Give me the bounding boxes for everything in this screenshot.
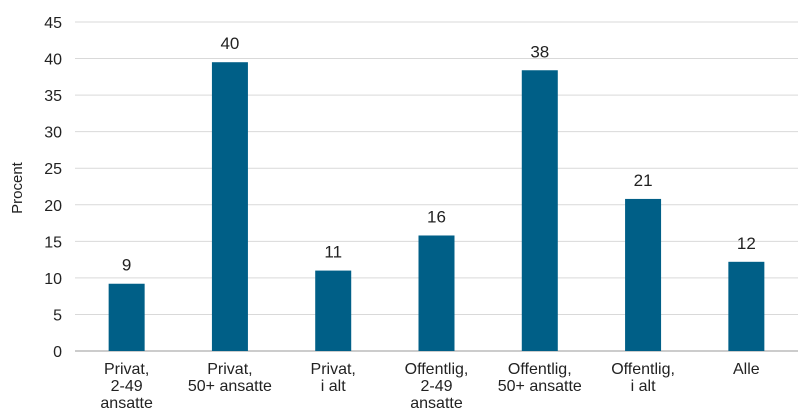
y-tick-label: 30 [44,125,62,142]
data-labels: 9 40 11 16 38 21 12 [122,34,756,275]
x-category-label: Privat, 50+ ansatte [188,361,272,395]
y-axis-title: Procent [9,161,26,214]
bar [625,198,662,351]
y-tick-label: 10 [44,271,62,288]
x-category-label: Offentlig, 50+ ansatte [498,361,582,395]
data-label: 9 [122,256,131,275]
x-category-label: Offentlig, i alt [611,361,675,395]
x-category-label: Alle [733,361,760,378]
data-label: 21 [634,171,653,190]
bar [211,62,248,351]
y-tick-label: 15 [44,234,62,251]
gridlines [75,21,798,352]
bar [418,235,455,351]
bars [108,62,765,352]
y-tick-label: 45 [44,15,62,32]
x-category-label: Offentlig, 2-49 ansatte [405,361,469,412]
data-label: 11 [324,243,342,262]
data-label: 40 [220,34,239,53]
x-category-label: Privat, i alt [311,361,356,395]
bar [521,70,558,352]
x-axis-categories: Privat, 2-49 ansatte Privat, 50+ ansatte Priv… [100,361,759,412]
y-axis-ticks: 0 5 10 15 20 25 30 35 40 45 [44,15,62,361]
bar [315,270,352,351]
y-tick-label: 40 [44,52,62,69]
x-category-label: Privat, 2-49 ansatte [100,361,153,412]
bar [728,261,765,351]
y-tick-label: 0 [53,344,62,361]
y-tick-label: 35 [44,88,62,105]
data-label: 38 [530,42,549,61]
data-label: 16 [427,207,446,226]
bar [108,283,145,351]
y-tick-label: 25 [44,161,62,178]
data-label: 12 [737,234,756,253]
y-tick-label: 5 [53,307,62,324]
y-tick-label: 20 [44,198,62,215]
